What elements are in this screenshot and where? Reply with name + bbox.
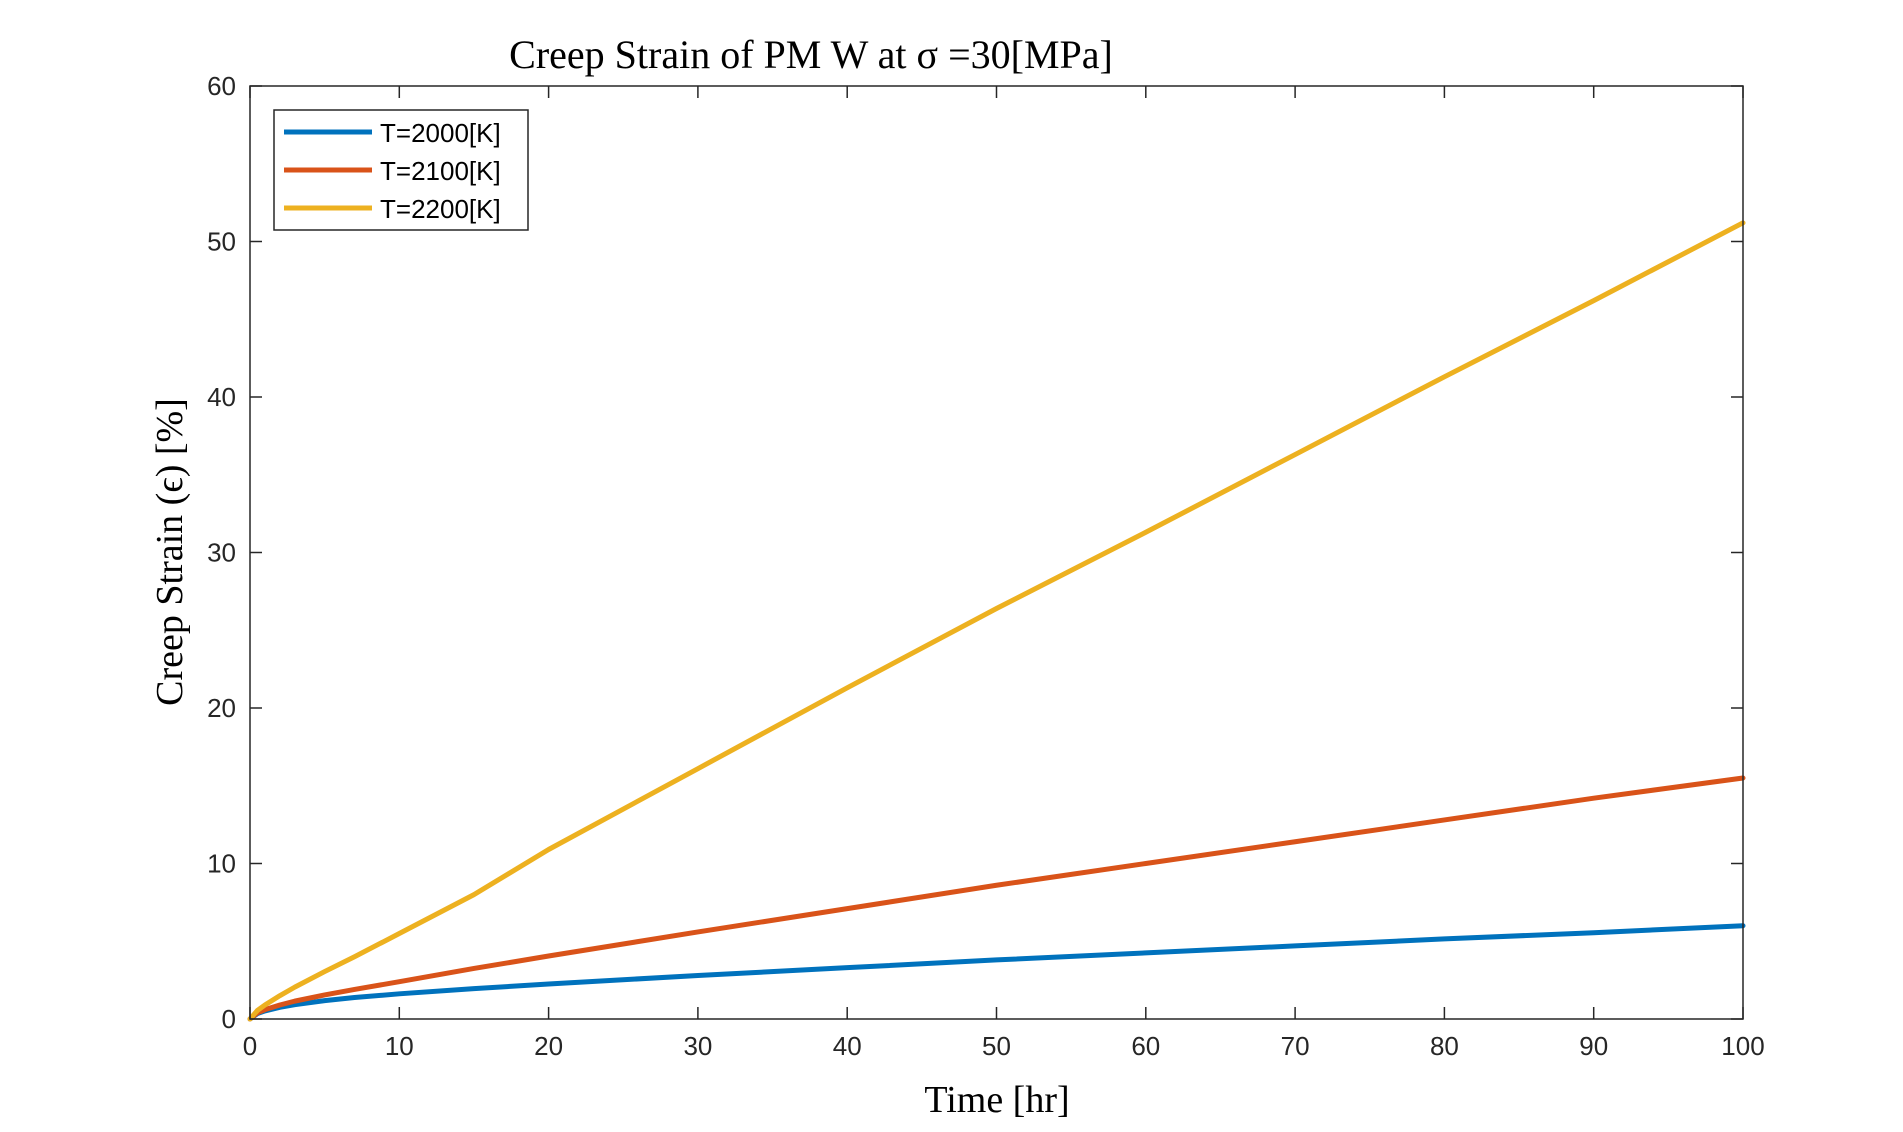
y-tick-label: 0: [222, 1004, 236, 1034]
x-tick-label: 20: [534, 1031, 563, 1061]
y-tick-label: 50: [207, 227, 236, 257]
y-tick-label: 30: [207, 538, 236, 568]
y-tick-label: 20: [207, 693, 236, 723]
series-line-2: [247, 775, 1746, 1022]
x-tick-label: 40: [833, 1031, 862, 1061]
legend-label-3: T=2200[K]: [380, 194, 501, 224]
x-tick-label: 90: [1579, 1031, 1608, 1061]
legend-label-1: T=2000[K]: [380, 118, 501, 148]
x-axis-label: Time [hr]: [924, 1079, 1069, 1121]
x-tick-label: 30: [683, 1031, 712, 1061]
legend-items: T=2000[K] T=2100[K] T=2200[K]: [284, 118, 501, 224]
x-tick-label: 70: [1281, 1031, 1310, 1061]
y-axis-label: Creep Strain (ϵ) [%]: [149, 398, 191, 706]
x-tick-label: 60: [1131, 1031, 1160, 1061]
x-axis-ticks: 0 10 20 30 40 50 60 70 80 90 100: [243, 86, 1765, 1061]
series-group: [247, 220, 1746, 1022]
y-axis-ticks: 0 10 20 30 40 50 60: [207, 71, 1743, 1034]
chart-title: Creep Strain of PM W at σ =30[MPa]: [509, 32, 1113, 77]
y-tick-label: 40: [207, 382, 236, 412]
legend-label-2: T=2100[K]: [380, 156, 501, 186]
x-tick-label: 80: [1430, 1031, 1459, 1061]
plot-area: 0 10 20 30 40 50 60 70 80 90 100 0 10 20 30 40 50 60: [207, 71, 1765, 1061]
x-tick-label: 10: [385, 1031, 414, 1061]
legend: T=2000[K] T=2100[K] T=2200[K]: [273, 109, 529, 231]
x-tick-label: 0: [243, 1031, 257, 1061]
y-tick-label: 60: [207, 71, 236, 101]
series-line-3: [247, 220, 1746, 1022]
x-tick-label: 50: [982, 1031, 1011, 1061]
x-tick-label: 100: [1721, 1031, 1764, 1061]
y-tick-label: 10: [207, 849, 236, 879]
